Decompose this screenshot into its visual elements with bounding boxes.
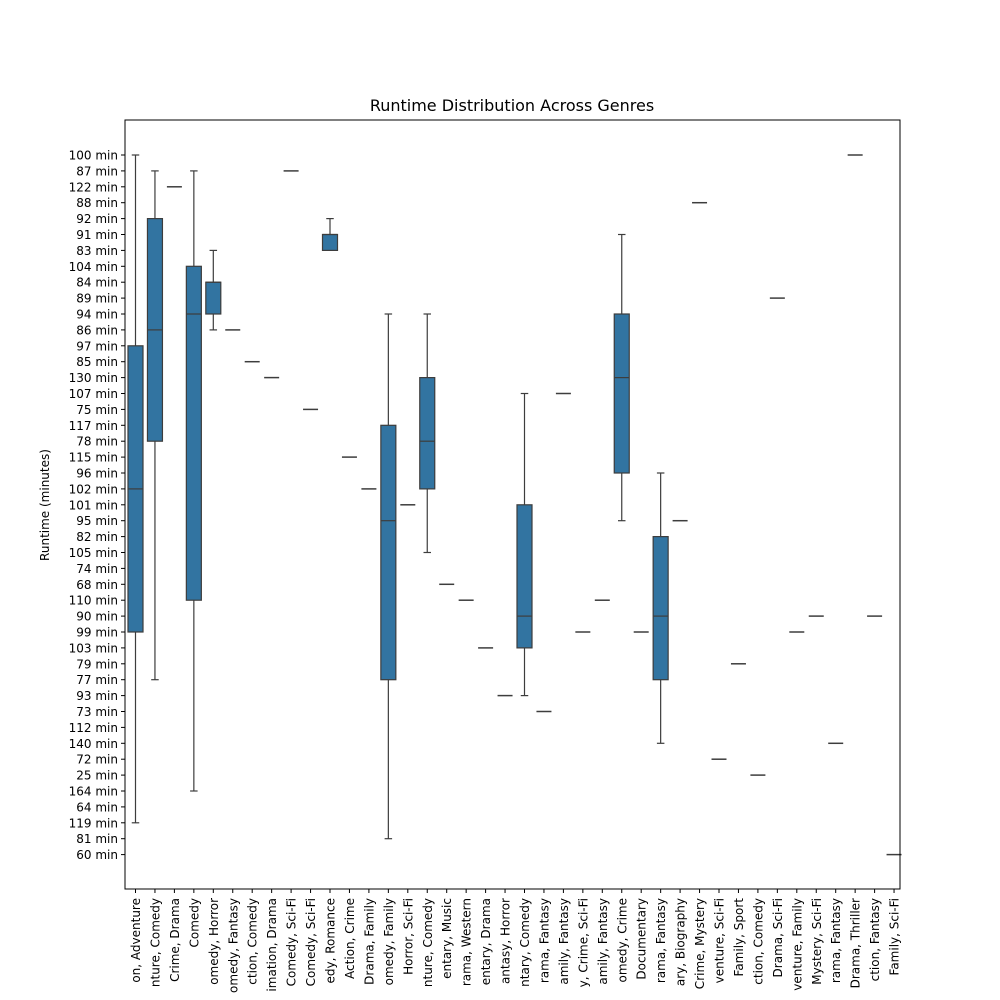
x-tick-label: on, Adventure [129, 898, 143, 983]
y-tick-label: 64 min [76, 800, 118, 814]
y-tick-label: 25 min [76, 769, 118, 783]
x-tick-label: omedy, Horror [207, 898, 221, 985]
y-tick-label: 74 min [76, 562, 118, 576]
y-tick-label: 79 min [76, 657, 118, 671]
y-tick-label: 87 min [76, 164, 118, 178]
box-body [205, 281, 222, 315]
y-tick-label: 164 min [69, 785, 118, 799]
x-tick-label: Family, Sport [732, 898, 746, 977]
y-tick-label: 122 min [69, 180, 118, 194]
x-tick-label: Crime, Drama [168, 898, 182, 982]
box-body [321, 233, 339, 251]
x-tick-label: Drama, Sci-Fi [771, 898, 785, 977]
y-tick-label: 97 min [76, 339, 118, 353]
y-tick-label: 101 min [69, 498, 118, 512]
x-tick-label: ntary, Comedy [518, 898, 532, 987]
y-tick-label: 60 min [76, 848, 118, 862]
y-tick-label: 84 min [76, 276, 118, 290]
y-tick-label: 119 min [69, 816, 118, 830]
y-tick-label: 91 min [76, 228, 118, 242]
x-tick-label: venture, Family [790, 898, 804, 991]
y-tick-label: 99 min [76, 626, 118, 640]
x-tick-label: rama, Western [460, 898, 474, 986]
box-body [419, 377, 436, 490]
x-tick-label: venture, Sci-Fi [713, 898, 727, 983]
x-tick-label: antasy, Horror [499, 898, 513, 984]
y-tick-label: 92 min [76, 212, 118, 226]
y-tick-label: 117 min [69, 419, 118, 433]
y-tick-label: 78 min [76, 435, 118, 449]
x-tick-label: nture, Comedy [421, 898, 435, 987]
y-tick-label: 115 min [69, 451, 118, 465]
x-tick-label: omedy, Family [382, 898, 396, 985]
x-tick-label: rama, Fantasy [829, 898, 843, 983]
x-tick-label: Drama, Thriller [849, 898, 863, 988]
y-tick-label: 82 min [76, 530, 118, 544]
y-tick-label: 81 min [76, 832, 118, 846]
y-tick-label: 100 min [69, 149, 118, 163]
box-body [652, 535, 669, 681]
y-tick-label: 112 min [69, 721, 118, 735]
x-tick-label: amily, Fantasy [596, 898, 610, 985]
x-tick-label: ction, Fantasy [868, 898, 882, 981]
y-tick-label: 96 min [76, 467, 118, 481]
chart-title: Runtime Distribution Across Genres [370, 96, 654, 115]
y-tick-label: 75 min [76, 403, 118, 417]
x-tick-label: Horror, Sci-Fi [401, 898, 415, 975]
y-tick-label: 94 min [76, 308, 118, 322]
x-tick-label: entary, Music [440, 898, 454, 979]
y-tick-label: 95 min [76, 514, 118, 528]
y-tick-label: 68 min [76, 578, 118, 592]
y-tick-label: 72 min [76, 753, 118, 767]
x-tick-label: omedy, Crime [615, 898, 629, 982]
y-tick-label: 86 min [76, 323, 118, 337]
x-tick-label: nture, Comedy [148, 898, 162, 987]
y-tick-label: 77 min [76, 673, 118, 687]
y-tick-label: 85 min [76, 355, 118, 369]
box-body [185, 265, 202, 601]
box-body [613, 313, 630, 474]
x-tick-label: amily, Fantasy [557, 898, 571, 985]
y-tick-label: 140 min [69, 737, 118, 751]
y-tick-label: 89 min [76, 292, 118, 306]
y-tick-label: 73 min [76, 705, 118, 719]
x-tick-label: Action, Crime [343, 898, 357, 979]
x-tick-label: ction, Comedy [751, 898, 765, 985]
x-tick-label: ary, Biography [674, 898, 688, 986]
x-tick-label: Mystery, Sci-Fi [810, 898, 824, 985]
y-tick-label: 110 min [69, 594, 118, 608]
x-tick-label: entary, Drama [479, 898, 493, 985]
y-tick-label: 104 min [69, 260, 118, 274]
x-tick-label: y, Crime, Sci-Fi [576, 898, 590, 987]
x-tick-label: Comedy [187, 898, 201, 948]
x-tick-label: rama, Fantasy [537, 898, 551, 983]
x-tick-label: rama, Fantasy [654, 898, 668, 983]
y-tick-label: 102 min [69, 482, 118, 496]
y-tick-label: 93 min [76, 689, 118, 703]
x-tick-label: omedy, Fantasy [226, 898, 240, 993]
x-tick-label: Family, Sci-Fi [888, 898, 902, 975]
box-body [516, 504, 533, 649]
y-tick-label: 107 min [69, 387, 118, 401]
x-tick-label: imation, Drama [265, 898, 279, 992]
x-tick-label: Documentary [635, 898, 649, 980]
x-tick-label: Comedy, Sci-Fi [304, 898, 318, 986]
x-tick-label: Crime, Mystery [693, 898, 707, 989]
x-tick-label: edy, Romance [324, 898, 338, 984]
x-tick-label: Comedy, Sci-Fi [285, 898, 299, 986]
y-tick-label: 130 min [69, 371, 118, 385]
y-tick-label: 88 min [76, 196, 118, 210]
y-axis-label: Runtime (minutes) [38, 449, 52, 561]
axes-frame [124, 119, 901, 890]
x-tick-label: Drama, Family [362, 898, 376, 985]
y-tick-label: 83 min [76, 244, 118, 258]
x-tick-label: ction, Comedy [246, 898, 260, 985]
box-body [380, 424, 397, 681]
y-tick-label: 90 min [76, 610, 118, 624]
y-tick-label: 105 min [69, 546, 118, 560]
y-tick-label: 103 min [69, 641, 118, 655]
